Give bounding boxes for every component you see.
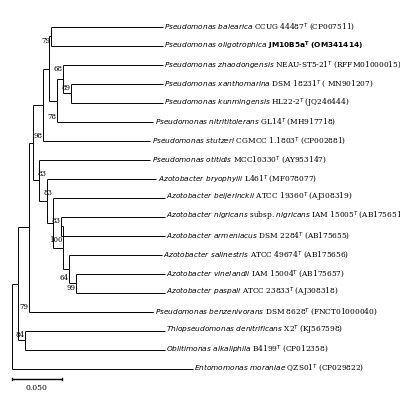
Text: $\it{Entomomonas\ moraniae}$ QZS01$^T$ (CP029822): $\it{Entomomonas\ moraniae}$ QZS01$^T$ (… (194, 363, 364, 375)
Text: $\it{Pseudomonas\ benzenivorans}$ DSM 8628$^T$ (FNCT01000040): $\it{Pseudomonas\ benzenivorans}$ DSM 86… (154, 306, 377, 318)
Text: $\it{Pseudomonas\ kunmingensis}$ HL22-2$^T$ (JQ246444): $\it{Pseudomonas\ kunmingensis}$ HL22-2$… (164, 96, 350, 110)
Text: $\it{Pseudomonas\ xanthomarina}$ DSM 18231$^T$ ( MN901207): $\it{Pseudomonas\ xanthomarina}$ DSM 182… (164, 78, 374, 90)
Text: 68: 68 (53, 65, 62, 73)
Text: 64: 64 (59, 274, 68, 282)
Text: 83: 83 (38, 170, 46, 178)
Text: $\it{Pseudomonas\ balearica}$ CCUG 44487$^T$ (CP007511): $\it{Pseudomonas\ balearica}$ CCUG 44487… (164, 21, 356, 33)
Text: $\mathbf{\it{Pseudomonas\ oligotrophica}}$ $\mathbf{JM10B5a}$$\mathbf{^T}$ $\mat: $\mathbf{\it{Pseudomonas\ oligotrophica}… (164, 40, 364, 52)
Text: $\it{Pseudomonas\ otitidis}$ MCC10330$^T$ (AY953147): $\it{Pseudomonas\ otitidis}$ MCC10330$^T… (152, 154, 326, 166)
Text: 79: 79 (41, 37, 50, 45)
Text: $\it{Azotobacter\ salinestris}$ ATCC 49674$^T$ (AB175656): $\it{Azotobacter\ salinestris}$ ATCC 496… (164, 249, 350, 261)
Text: $\it{Pseudomonas\ zhaodongensis}$ NEAU-ST5-21$^T$ (RFFM01000015): $\it{Pseudomonas\ zhaodongensis}$ NEAU-S… (164, 59, 400, 71)
Text: $\it{Pseudomonas\ nitrititolerans}$ GL14$^T$ (MH917718): $\it{Pseudomonas\ nitrititolerans}$ GL14… (154, 116, 336, 128)
Text: $\it{Azotobacter\ nigricans}$ subsp. $\it{nigricans}$ IAM 15005$^T$ (AB175651): $\it{Azotobacter\ nigricans}$ subsp. $\i… (166, 210, 400, 223)
Text: 89: 89 (61, 84, 70, 92)
Text: $\it{Thiopseudomonas\ denitrificans}$ X2$^T$ (KJ567598): $\it{Thiopseudomonas\ denitrificans}$ X2… (166, 324, 344, 337)
Text: $\it{Pseudomonas\ stutzeri}$ CGMCC 1.1803$^T$ (CP002881): $\it{Pseudomonas\ stutzeri}$ CGMCC 1.180… (152, 135, 346, 147)
Text: 83: 83 (44, 189, 52, 197)
Text: 99: 99 (66, 284, 75, 292)
Text: $\it{Azotobacter\ paspali}$ ATCC 23833$^T$ (AJ308318): $\it{Azotobacter\ paspali}$ ATCC 23833$^… (166, 286, 339, 299)
Text: 98: 98 (33, 132, 42, 140)
Text: $\it{Azotobacter\ vinelandii}$ IAM 15004$^T$ (AB175657): $\it{Azotobacter\ vinelandii}$ IAM 15004… (166, 268, 345, 280)
Text: 83: 83 (51, 217, 60, 225)
Text: 0.050: 0.050 (26, 384, 48, 392)
Text: $\it{Oblitimonas\ alkaliphila}$ B4199$^T$ (CP012358): $\it{Oblitimonas\ alkaliphila}$ B4199$^T… (166, 344, 329, 356)
Text: 84: 84 (16, 331, 24, 339)
Text: 79: 79 (20, 303, 28, 311)
Text: $\it{Azotobacter\ bryophylli}$ L461$^T$ (MF078077): $\it{Azotobacter\ bryophylli}$ L461$^T$ … (158, 173, 316, 185)
Text: $\it{Azotobacter\ beijerinckii}$ ATCC 19360$^T$ (AJ308319): $\it{Azotobacter\ beijerinckii}$ ATCC 19… (166, 191, 353, 204)
Text: 100: 100 (49, 236, 62, 244)
Text: 78: 78 (47, 113, 56, 121)
Text: $\it{Azotobacter\ armeniacus}$ DSM 2284$^T$ (AB175655): $\it{Azotobacter\ armeniacus}$ DSM 2284$… (166, 230, 351, 242)
